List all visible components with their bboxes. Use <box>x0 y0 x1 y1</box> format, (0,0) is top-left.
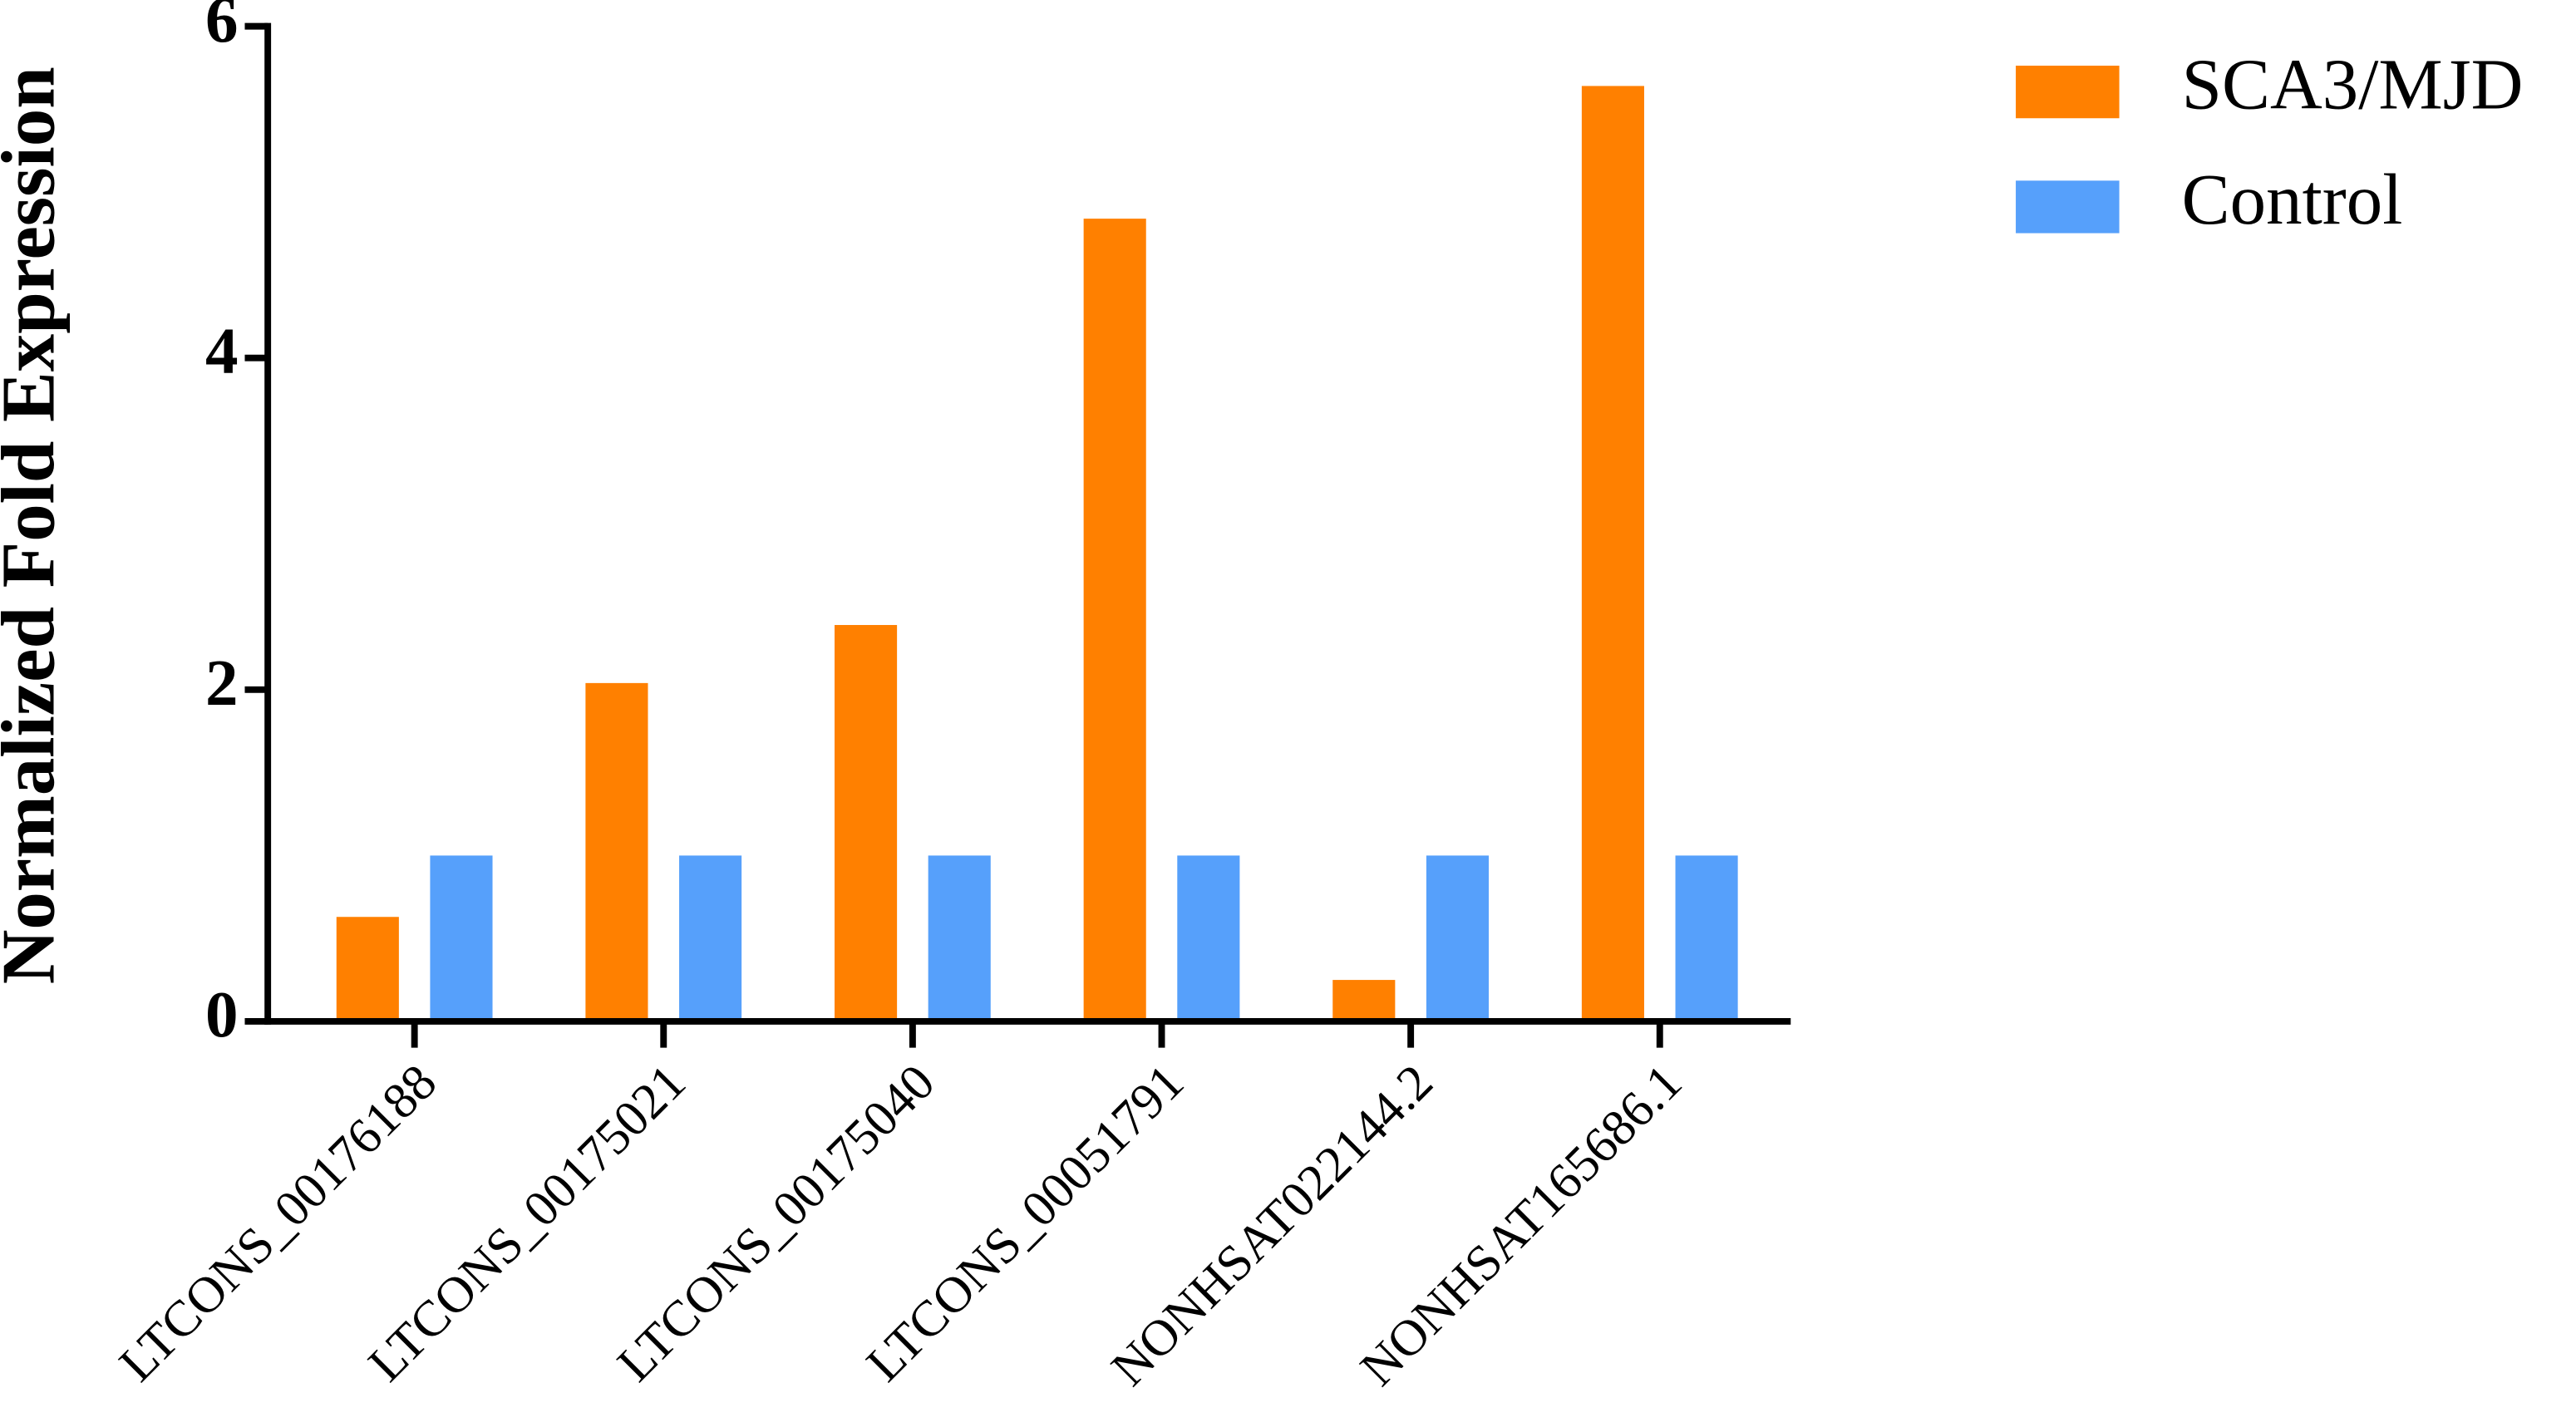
bar <box>679 855 742 1021</box>
bar <box>585 682 648 1021</box>
bar <box>1675 855 1738 1021</box>
legend-label: SCA3/MJD <box>2182 45 2524 125</box>
bar <box>1332 980 1396 1021</box>
y-tick-label: 2 <box>205 647 239 720</box>
bar <box>928 855 991 1021</box>
bar <box>835 625 898 1021</box>
bar <box>336 917 399 1021</box>
bar <box>1177 855 1240 1021</box>
bar <box>1083 219 1146 1021</box>
bar <box>430 855 493 1021</box>
legend-label: Control <box>2182 160 2403 239</box>
legend-swatch <box>2016 66 2120 119</box>
legend-swatch <box>2016 180 2120 234</box>
y-axis-label: Normalized Fold Expression <box>0 66 70 984</box>
bar <box>1426 855 1490 1021</box>
y-tick-label: 6 <box>205 0 239 57</box>
bar <box>1581 86 1644 1021</box>
y-tick-label: 0 <box>205 979 239 1051</box>
y-tick-label: 4 <box>205 316 239 388</box>
